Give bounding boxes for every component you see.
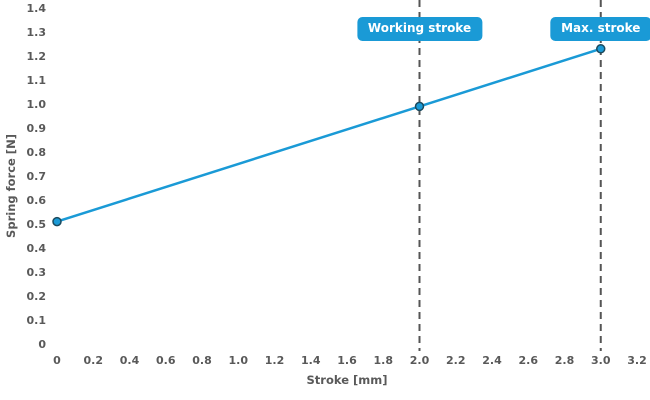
annotation-dashed-lines bbox=[418, 0, 602, 351]
data-point bbox=[414, 101, 425, 112]
y-tick-label: 0 bbox=[38, 338, 46, 351]
x-tick-label: 2.4 bbox=[482, 354, 502, 367]
y-tick-label: 0.4 bbox=[27, 242, 47, 255]
x-tick-label: 1.0 bbox=[229, 354, 249, 367]
x-tick-label: 0.4 bbox=[120, 354, 140, 367]
x-tick-label: 0 bbox=[53, 354, 61, 367]
y-tick-label: 1.4 bbox=[27, 2, 47, 15]
x-tick-label: 3.2 bbox=[627, 354, 647, 367]
x-tick-label: 3.0 bbox=[591, 354, 611, 367]
y-tick-label: 1.3 bbox=[27, 26, 47, 39]
y-tick-label: 1.1 bbox=[27, 74, 47, 87]
x-tick-label: 2.2 bbox=[446, 354, 466, 367]
x-tick-label: 2.8 bbox=[555, 354, 575, 367]
y-tick-label: 0.2 bbox=[27, 290, 47, 303]
x-axis-title: Stroke [mm] bbox=[307, 373, 388, 387]
x-tick-label: 2.0 bbox=[410, 354, 430, 367]
x-tick-label: 1.8 bbox=[374, 354, 394, 367]
x-tick-label: 1.6 bbox=[337, 354, 357, 367]
x-tick-label: 0.8 bbox=[192, 354, 212, 367]
y-tick-label: 1.2 bbox=[27, 50, 47, 63]
annotation-badge: Max. stroke bbox=[550, 17, 650, 41]
spring-force-line bbox=[55, 47, 602, 223]
x-axis-tick-labels: 0 0.2 0.4 0.6 0.8 1.0 1.2 1.4 1.6 1.8 2.0 2.2 2.4 2.6… bbox=[53, 354, 647, 367]
x-tick-label: 2.6 bbox=[519, 354, 539, 367]
y-tick-label: 0.7 bbox=[27, 170, 47, 183]
y-tick-label: 0.3 bbox=[27, 266, 47, 279]
y-tick-label: 0.6 bbox=[27, 194, 47, 207]
x-tick-label: 1.4 bbox=[301, 354, 321, 367]
y-tick-label: 1.0 bbox=[27, 98, 47, 111]
x-tick-label: 0.6 bbox=[156, 354, 176, 367]
series-group bbox=[52, 44, 606, 227]
y-axis-tick-labels: 0 0.1 0.2 0.3 0.4 0.5 0.6 0.7 0.8 0.9 1.0 1.1 1.2 1.3… bbox=[27, 2, 47, 351]
x-tick-label: 1.2 bbox=[265, 354, 285, 367]
y-tick-label: 0.8 bbox=[27, 146, 47, 159]
y-axis-title: Spring force [N] bbox=[4, 134, 18, 238]
y-tick-label: 0.9 bbox=[27, 122, 47, 135]
data-point bbox=[596, 44, 606, 54]
y-tick-label: 0.5 bbox=[27, 218, 47, 231]
y-tick-label: 0.1 bbox=[27, 314, 47, 327]
annotation-badge: Working stroke bbox=[356, 17, 483, 41]
x-tick-label: 0.2 bbox=[84, 354, 104, 367]
data-point bbox=[52, 216, 62, 227]
